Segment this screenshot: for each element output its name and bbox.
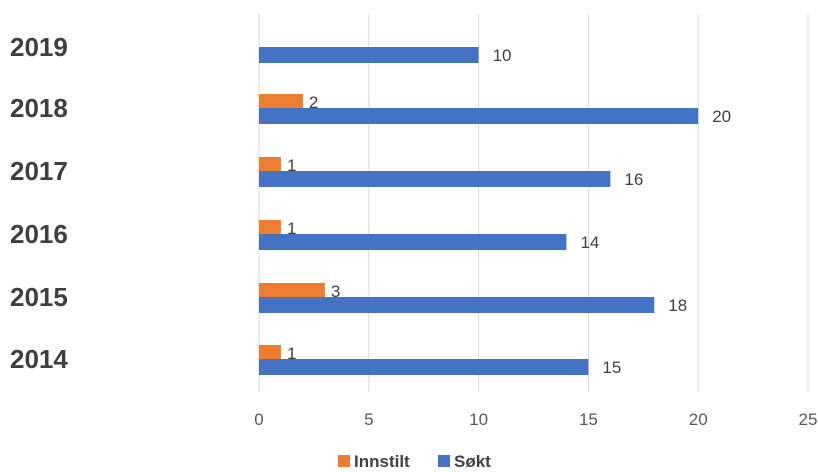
data-label-sokt-2017: 16 bbox=[624, 170, 643, 189]
bar-sokt-2015 bbox=[259, 297, 655, 313]
gridlines bbox=[258, 14, 809, 392]
data-label-innstilt-2018: 2 bbox=[309, 93, 318, 112]
bar-innstilt-2014 bbox=[259, 345, 281, 361]
x-tick-label-15: 15 bbox=[579, 410, 598, 429]
x-tick-label-0: 0 bbox=[254, 410, 263, 429]
bar-sokt-2017 bbox=[259, 171, 611, 187]
data-label-sokt-2018: 20 bbox=[712, 107, 731, 126]
y-category-label-2018: 2018 bbox=[10, 93, 68, 123]
legend: Innstilt Søkt bbox=[338, 452, 491, 471]
bar-sokt-2019 bbox=[259, 47, 479, 63]
y-category-label-2015: 2015 bbox=[10, 282, 68, 312]
x-tick-label-10: 10 bbox=[469, 410, 488, 429]
data-label-innstilt-2014: 1 bbox=[287, 344, 296, 363]
x-tick-label-25: 25 bbox=[799, 410, 818, 429]
legend-swatch-sokt bbox=[438, 455, 450, 467]
bar-sokt-2016 bbox=[259, 234, 567, 250]
bar-sokt-2018 bbox=[259, 108, 699, 124]
y-category-label-2016: 2016 bbox=[10, 219, 68, 249]
bars bbox=[259, 47, 699, 375]
data-label-sokt-2014: 15 bbox=[602, 358, 621, 377]
data-label-sokt-2019: 10 bbox=[493, 46, 512, 65]
data-label-innstilt-2016: 1 bbox=[287, 219, 296, 238]
labels: 0 5 10 15 20 25 2019 10 2018 2 20 2017 1 16 2016 1 14 201… bbox=[10, 32, 817, 429]
data-label-sokt-2016: 14 bbox=[580, 233, 599, 252]
legend-swatch-innstilt bbox=[338, 455, 350, 467]
y-category-label-2019: 2019 bbox=[10, 32, 68, 62]
legend-label-sokt: Søkt bbox=[454, 452, 491, 471]
bar-innstilt-2017 bbox=[259, 157, 281, 173]
data-label-innstilt-2015: 3 bbox=[331, 282, 340, 301]
x-tick-label-5: 5 bbox=[364, 410, 373, 429]
y-category-label-2017: 2017 bbox=[10, 156, 68, 186]
x-tick-label-20: 20 bbox=[689, 410, 708, 429]
y-category-label-2014: 2014 bbox=[10, 344, 68, 374]
bar-sokt-2014 bbox=[259, 359, 589, 375]
bar-innstilt-2018 bbox=[259, 94, 303, 110]
data-label-sokt-2015: 18 bbox=[668, 296, 687, 315]
bar-innstilt-2016 bbox=[259, 220, 281, 236]
legend-label-innstilt: Innstilt bbox=[354, 452, 410, 471]
bar-innstilt-2015 bbox=[259, 283, 325, 299]
data-label-innstilt-2017: 1 bbox=[287, 156, 296, 175]
